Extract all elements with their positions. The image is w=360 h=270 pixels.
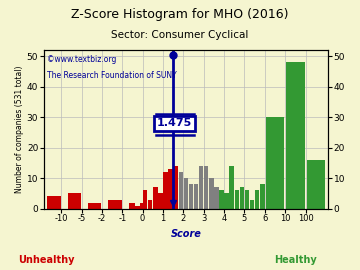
Bar [307, 160, 325, 209]
Bar [48, 197, 60, 209]
Bar [143, 190, 147, 209]
Bar [189, 184, 193, 209]
Bar [135, 206, 140, 209]
Text: Unhealthy: Unhealthy [19, 255, 75, 265]
X-axis label: Score: Score [170, 229, 201, 239]
Text: The Research Foundation of SUNY: The Research Foundation of SUNY [47, 71, 176, 80]
Bar [250, 200, 254, 209]
Bar [224, 193, 229, 209]
Bar [179, 172, 183, 209]
Bar [163, 172, 168, 209]
Bar [209, 178, 213, 209]
Bar [204, 166, 208, 209]
Bar [153, 187, 158, 209]
Bar [184, 178, 188, 209]
Bar [266, 117, 284, 209]
Text: 1.475: 1.475 [157, 118, 192, 128]
Text: Z-Score Histogram for MHO (2016): Z-Score Histogram for MHO (2016) [71, 8, 289, 21]
Y-axis label: Number of companies (531 total): Number of companies (531 total) [15, 66, 24, 193]
Bar [214, 187, 219, 209]
Bar [140, 202, 146, 209]
Bar [255, 190, 260, 209]
Bar [68, 193, 81, 209]
Text: ©www.textbiz.org: ©www.textbiz.org [47, 55, 116, 64]
Bar [194, 184, 198, 209]
Text: Healthy: Healthy [274, 255, 316, 265]
Bar [174, 166, 178, 209]
Bar [219, 190, 224, 209]
Bar [235, 190, 239, 209]
Bar [168, 169, 173, 209]
Bar [199, 166, 203, 209]
Bar [245, 190, 249, 209]
Bar [286, 62, 305, 209]
Bar [108, 200, 122, 209]
Bar [148, 200, 153, 209]
Bar [129, 202, 135, 209]
Bar [158, 193, 163, 209]
Bar [240, 187, 244, 209]
Bar [88, 202, 102, 209]
Text: Sector: Consumer Cyclical: Sector: Consumer Cyclical [111, 30, 249, 40]
Bar [229, 166, 234, 209]
Bar [260, 184, 265, 209]
